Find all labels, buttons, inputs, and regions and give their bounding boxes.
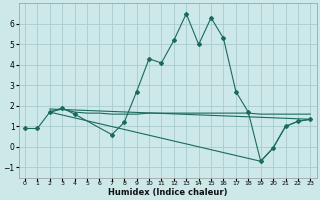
X-axis label: Humidex (Indice chaleur): Humidex (Indice chaleur) <box>108 188 228 197</box>
